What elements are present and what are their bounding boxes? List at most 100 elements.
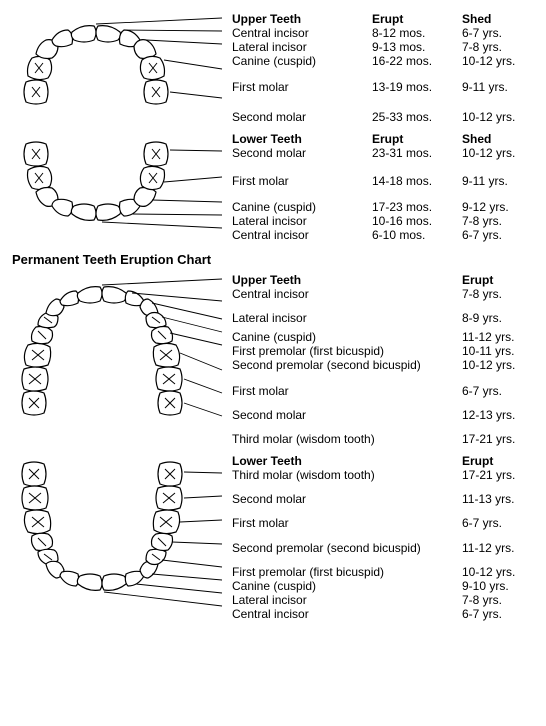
primary-lower-table: Lower Teeth Erupt Shed Second molar23-31… [232, 132, 542, 242]
col-shed: Shed [462, 12, 542, 26]
tooth-erupt: 7-8 yrs. [462, 593, 542, 607]
tooth-name: Canine (cuspid) [232, 54, 372, 68]
table-row: Lateral incisor8-9 yrs. [232, 311, 542, 325]
tooth-UR-ci [77, 287, 102, 303]
primary-upper-header: Upper Teeth Erupt Shed [232, 12, 542, 26]
tooth-erupt: 6-7 yrs. [462, 516, 542, 530]
tooth-shed: 7-8 yrs. [462, 214, 542, 228]
tooth-erupt: 8-12 mos. [372, 26, 462, 40]
leader-line [96, 18, 222, 24]
tooth-UL-ci [96, 26, 121, 42]
tooth-shed: 9-12 yrs. [462, 200, 542, 214]
tooth-shed: 10-12 yrs. [462, 54, 542, 68]
leader-line [170, 150, 222, 151]
tooth-LL-ci [96, 204, 121, 220]
tooth-UR-li [60, 291, 79, 306]
table-row: First molar14-18 mos.9-11 yrs. [232, 174, 542, 188]
tooth-erupt: 11-12 yrs. [462, 541, 542, 555]
tooth-name: Lateral incisor [232, 311, 462, 325]
leader-line [172, 542, 222, 544]
tooth-LR-li [60, 571, 79, 586]
primary-lower-header: Lower Teeth Erupt Shed [232, 132, 542, 146]
tooth-erupt: 17-21 yrs. [462, 432, 542, 446]
leader-line [136, 584, 222, 593]
table-row: Third molar (wisdom tooth)17-21 yrs. [232, 432, 542, 446]
tooth-erupt: 17-21 yrs. [462, 468, 542, 482]
tooth-erupt: 6-10 mos. [372, 228, 462, 242]
tooth-name: First premolar (first bicuspid) [232, 565, 462, 579]
table-row: Central incisor6-10 mos.6-7 yrs. [232, 228, 542, 242]
col-arch: Upper Teeth [232, 273, 462, 287]
primary-lower-diagram [12, 132, 232, 234]
table-row: Second premolar (second bicuspid)11-12 y… [232, 541, 542, 555]
primary-lower-section: Lower Teeth Erupt Shed Second molar23-31… [12, 132, 534, 242]
tooth-LL-ci [102, 574, 127, 590]
leader-line [162, 317, 222, 332]
tooth-name: First molar [232, 80, 372, 94]
tooth-UL-ci [102, 287, 127, 303]
table-row: First molar6-7 yrs. [232, 516, 542, 530]
primary-upper-arch [12, 12, 232, 124]
tooth-name: Second molar [232, 492, 462, 506]
tooth-name: Central incisor [232, 228, 372, 242]
tooth-erupt: 10-16 mos. [372, 214, 462, 228]
tooth-shed: 9-11 yrs. [462, 174, 542, 188]
col-erupt: Erupt [372, 12, 462, 26]
tooth-shed: 10-12 yrs. [462, 146, 542, 160]
table-row: First premolar (first bicuspid)10-11 yrs… [232, 344, 542, 358]
table-row: Central incisor7-8 yrs. [232, 287, 542, 301]
tooth-UR-ci [71, 26, 96, 42]
table-row: Second molar11-13 yrs. [232, 492, 542, 506]
leader-line [184, 472, 222, 473]
leader-line [180, 520, 222, 522]
col-shed: Shed [462, 132, 542, 146]
table-row: Canine (cuspid)17-23 mos.9-12 yrs. [232, 200, 542, 214]
tooth-name: First molar [232, 174, 372, 188]
tooth-name: Central incisor [232, 607, 462, 621]
leader-line [184, 496, 222, 498]
permanent-chart-title: Permanent Teeth Eruption Chart [12, 252, 534, 267]
col-arch: Lower Teeth [232, 132, 372, 146]
table-row: Central incisor6-7 yrs. [232, 607, 542, 621]
tooth-erupt: 13-19 mos. [372, 80, 462, 94]
tooth-erupt: 11-13 yrs. [462, 492, 542, 506]
tooth-name: Lateral incisor [232, 214, 372, 228]
leader-line [102, 279, 222, 285]
tooth-erupt: 9-10 yrs. [462, 579, 542, 593]
tooth-erupt: 10-12 yrs. [462, 358, 542, 372]
permanent-lower-diagram [12, 454, 232, 612]
leader-line [124, 30, 222, 31]
table-row: First premolar (first bicuspid)10-12 yrs… [232, 565, 542, 579]
tooth-erupt: 14-18 mos. [372, 174, 462, 188]
table-row: Canine (cuspid)9-10 yrs. [232, 579, 542, 593]
tooth-LL-c [134, 188, 156, 207]
tooth-name: Second molar [232, 110, 372, 124]
col-erupt: Erupt [462, 273, 542, 287]
tooth-LR-ci [71, 204, 96, 220]
tooth-name: Third molar (wisdom tooth) [232, 432, 462, 446]
permanent-lower-arch [12, 454, 232, 621]
table-row: Second molar23-31 mos.10-12 yrs. [232, 146, 542, 160]
leader-line [152, 200, 222, 202]
tooth-name: Second molar [232, 408, 462, 422]
leader-line [164, 177, 222, 182]
tooth-name: Third molar (wisdom tooth) [232, 468, 462, 482]
permanent-lower-section: Lower Teeth Erupt Third molar (wisdom to… [12, 454, 534, 621]
permanent-upper-section: Upper Teeth Erupt Central incisor7-8 yrs… [12, 273, 534, 446]
tooth-shed: 6-7 yrs. [462, 228, 542, 242]
tooth-name: Central incisor [232, 26, 372, 40]
tooth-name: Second molar [232, 146, 372, 160]
leader-line [132, 214, 222, 215]
tooth-shed: 6-7 yrs. [462, 26, 542, 40]
table-row: Second premolar (second bicuspid)10-12 y… [232, 358, 542, 372]
leader-line [170, 92, 222, 98]
tooth-name: Second premolar (second bicuspid) [232, 541, 462, 555]
permanent-lower-table: Lower Teeth Erupt Third molar (wisdom to… [232, 454, 542, 621]
tooth-erupt: 7-8 yrs. [462, 287, 542, 301]
table-row: Second molar12-13 yrs. [232, 408, 542, 422]
tooth-name: Second premolar (second bicuspid) [232, 358, 462, 372]
leader-line [162, 560, 222, 567]
primary-upper-table: Upper Teeth Erupt Shed Central incisor8-… [232, 12, 542, 124]
leader-line [104, 592, 222, 606]
tooth-shed: 10-12 yrs. [462, 110, 542, 124]
